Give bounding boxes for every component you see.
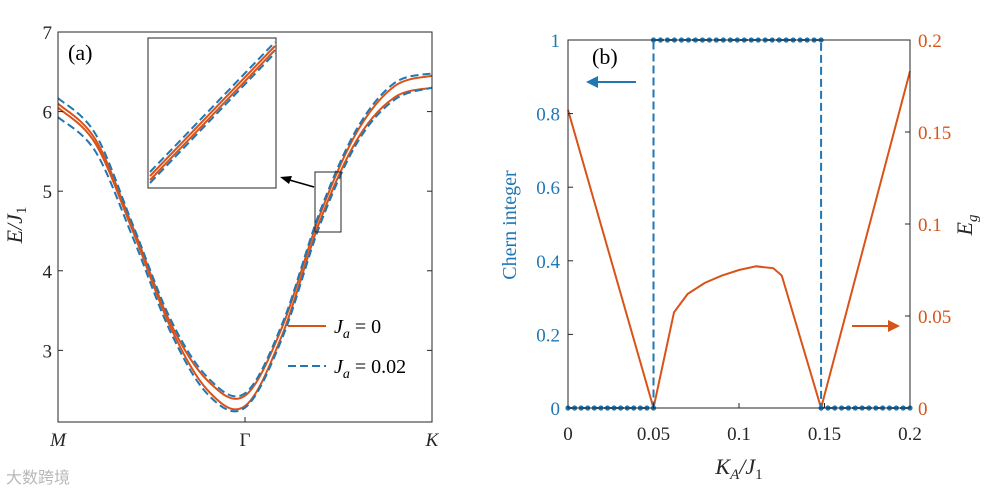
panel-b-curves — [565, 37, 913, 412]
chern-arrow — [586, 76, 636, 88]
svg-text:Eg: Eg — [952, 214, 981, 236]
inset-line-blue-inner — [149, 41, 276, 173]
x-tick-label: 0.2 — [898, 424, 922, 445]
panel-a: 3 4 5 6 7 M Γ K (a) E/J1 Ja = 0 Ja = 0.02 — [2, 23, 440, 451]
panel-a-y-ticks: 3 4 5 6 7 — [43, 23, 432, 362]
watermark: 大数跨境 — [6, 468, 71, 487]
y-tick-label: 4 — [43, 262, 53, 283]
svg-text:Chern integer: Chern integer — [499, 170, 521, 280]
panel-b-xlabel: KA/J1 — [714, 454, 762, 483]
panel-b-right-ticks: 0 0.05 0.1 0.15 0.2 — [905, 31, 951, 420]
panel-b-left-ticks: 0 0.2 0.4 0.6 0.8 1 — [536, 31, 573, 420]
left-tick-label: 0.8 — [536, 105, 560, 126]
right-tick-label: 0 — [918, 399, 928, 420]
svg-text:E/J1: E/J1 — [2, 207, 30, 245]
panel-a-legend: Ja = 0 Ja = 0.02 — [288, 316, 406, 382]
x-tick-label: Γ — [240, 430, 251, 451]
legend-label-ja0: Ja = 0 — [334, 316, 381, 342]
inset-line-orange-lower — [149, 49, 276, 181]
right-tick-label: 0.05 — [918, 307, 951, 328]
panel-b-frame — [567, 39, 911, 409]
band-curve-3 — [57, 86, 433, 413]
panel-b-x-ticks: 0 0.05 0.1 0.15 0.2 — [563, 403, 922, 445]
left-tick-label: 0.4 — [536, 252, 560, 273]
panel-b-label: (b) — [592, 44, 618, 69]
x-tick-label: M — [49, 430, 67, 451]
panel-b-right-ylabel: Eg — [952, 214, 981, 236]
zoom-arrow-shaft — [285, 178, 315, 188]
left-tick-label: 1 — [551, 31, 561, 52]
gap-arrow — [852, 320, 900, 332]
legend-label-ja002: Ja = 0.02 — [334, 356, 406, 382]
panel-a-label: (a) — [68, 40, 92, 65]
x-tick-label: 0 — [563, 424, 573, 445]
x-tick-label: 0.1 — [727, 424, 751, 445]
chern-step-line — [568, 39, 910, 409]
x-tick-label: K — [425, 430, 440, 451]
panel-a-ylabel: E/J1 — [2, 207, 30, 245]
panel-a-curves — [57, 72, 433, 413]
y-tick-label: 6 — [43, 103, 53, 124]
y-tick-label: 3 — [43, 341, 53, 362]
x-tick-label: 0.15 — [808, 424, 841, 445]
y-tick-label: 5 — [43, 182, 53, 203]
gap-curve — [567, 71, 911, 412]
right-tick-label: 0.2 — [918, 31, 942, 52]
left-tick-label: 0 — [551, 399, 561, 420]
band-curve-2 — [57, 72, 433, 398]
panel-b: 00.20.40.60.81 00.050.10.150.2 0 0.05 0.1 0… — [499, 31, 981, 483]
band-curve-0 — [57, 74, 433, 400]
y-tick-label: 7 — [43, 23, 53, 44]
left-tick-label: 0.2 — [536, 325, 560, 346]
panel-a-inset — [147, 37, 342, 233]
zoom-arrow-head — [280, 176, 292, 184]
inset-line-blue-outer — [149, 52, 276, 184]
left-tick-label: 0.6 — [536, 178, 560, 199]
panel-b-left-ylabel: Chern integer — [499, 170, 521, 280]
zoom-box — [314, 171, 342, 233]
right-tick-label: 0.1 — [918, 215, 942, 236]
x-tick-label: 0.05 — [637, 424, 670, 445]
inset-line-orange-upper — [149, 45, 276, 177]
band-curve-1 — [57, 86, 433, 411]
right-tick-label: 0.15 — [918, 123, 951, 144]
